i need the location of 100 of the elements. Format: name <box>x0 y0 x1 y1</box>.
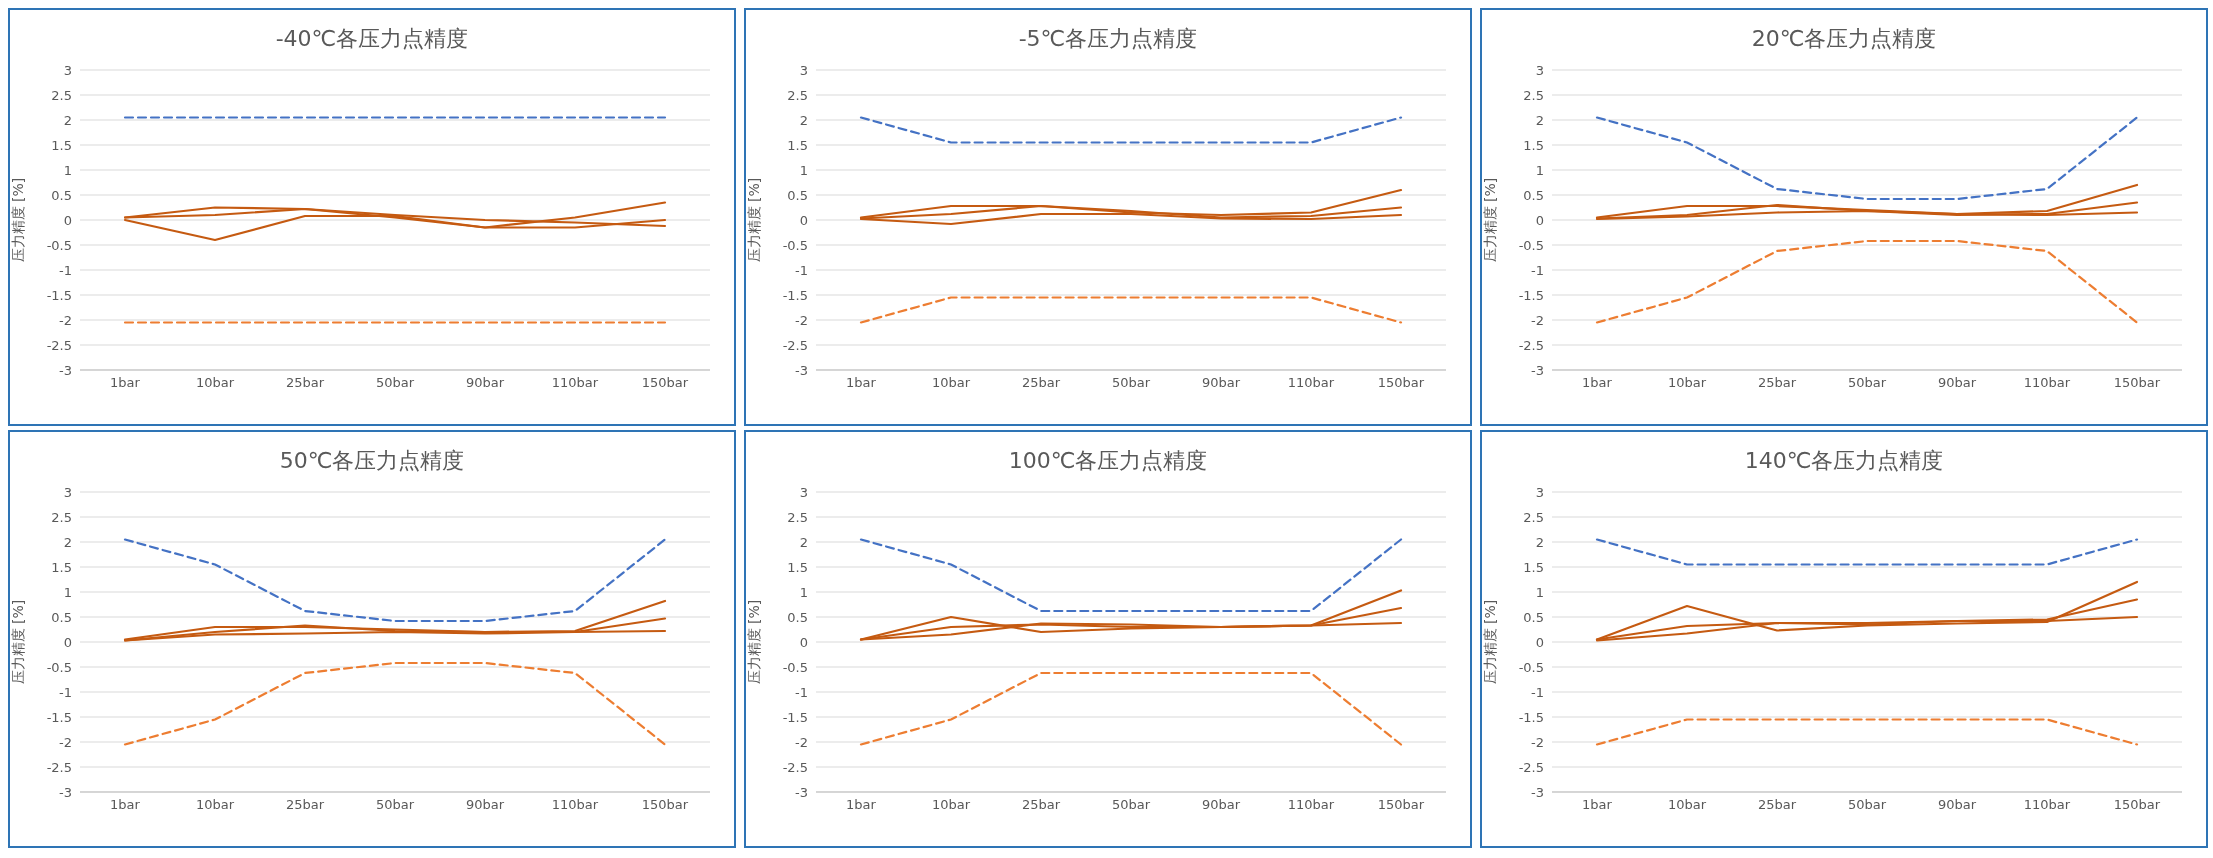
x-tick-label: 110bar <box>1287 797 1335 813</box>
chart-title: -40℃各压力点精度 <box>274 25 470 53</box>
x-tick-label: 25bar <box>285 797 325 813</box>
chart-title: 140℃各压力点精度 <box>1743 447 1945 475</box>
y-tick-label: 0.5 <box>787 609 808 625</box>
x-tick-label: 150bar <box>1377 797 1425 813</box>
y-tick-label: 2 <box>1535 112 1544 128</box>
x-tick-label: 10bar <box>931 375 971 391</box>
y-tick-label: 3 <box>799 62 808 78</box>
y-tick-label: -0.5 <box>46 237 72 253</box>
y-tick-label: -3 <box>59 362 72 378</box>
y-tick-label: -2 <box>795 734 808 750</box>
y-tick-label: -2.5 <box>46 337 72 353</box>
y-tick-label: -3 <box>795 362 808 378</box>
y-tick-label: -3 <box>795 784 808 800</box>
y-tick-label: 0.5 <box>787 187 808 203</box>
x-tick-label: 25bar <box>285 375 325 391</box>
y-tick-label: 2 <box>799 534 808 550</box>
y-tick-label: 0 <box>799 634 808 650</box>
y-tick-label: 3 <box>63 484 72 500</box>
chart-title: 100℃各压力点精度 <box>1007 447 1209 475</box>
y-axis-title: 压力精度 [%] <box>745 599 762 685</box>
y-tick-label: 0.5 <box>1523 187 1544 203</box>
x-tick-label: 90bar <box>465 797 505 813</box>
y-tick-label: 0 <box>1535 634 1544 650</box>
x-tick-label: 1bar <box>846 375 877 391</box>
x-tick-label: 1bar <box>1582 797 1613 813</box>
y-tick-label: -2 <box>59 734 72 750</box>
x-tick-label: 25bar <box>1757 375 1797 391</box>
x-tick-label: 90bar <box>1201 375 1241 391</box>
y-tick-label: -0.5 <box>1518 659 1544 675</box>
x-tick-label: 25bar <box>1021 375 1061 391</box>
y-tick-label: -2.5 <box>782 337 808 353</box>
y-tick-label: -0.5 <box>46 659 72 675</box>
y-tick-label: 1 <box>63 162 72 178</box>
y-axis-title: 压力精度 [%] <box>1481 177 1498 263</box>
y-tick-label: -1 <box>1531 262 1544 278</box>
y-axis-title: 压力精度 [%] <box>9 599 26 685</box>
y-tick-label: -2 <box>59 312 72 328</box>
x-tick-label: 1bar <box>1582 375 1613 391</box>
y-tick-label: 3 <box>1535 62 1544 78</box>
x-tick-label: 1bar <box>846 797 877 813</box>
y-tick-label: -1 <box>795 262 808 278</box>
y-tick-label: 1.5 <box>51 137 72 153</box>
y-tick-label: -2 <box>1531 312 1544 328</box>
y-tick-label: 1 <box>1535 162 1544 178</box>
y-tick-label: 2.5 <box>787 509 808 525</box>
y-tick-label: 2.5 <box>787 87 808 103</box>
y-tick-label: -1 <box>59 684 72 700</box>
x-tick-label: 110bar <box>2023 797 2071 813</box>
x-tick-label: 10bar <box>1667 797 1707 813</box>
x-tick-label: 90bar <box>1937 375 1977 391</box>
x-tick-label: 10bar <box>195 797 235 813</box>
y-tick-label: -1.5 <box>782 287 808 303</box>
x-tick-label: 110bar <box>1287 375 1335 391</box>
y-tick-label: -2 <box>795 312 808 328</box>
x-tick-label: 10bar <box>931 797 971 813</box>
y-tick-label: -0.5 <box>1518 237 1544 253</box>
y-tick-label: -3 <box>1531 784 1544 800</box>
x-tick-label: 110bar <box>551 797 599 813</box>
x-tick-label: 50bar <box>1111 375 1151 391</box>
y-tick-label: 1 <box>799 584 808 600</box>
y-tick-label: 1.5 <box>1523 559 1544 575</box>
chart-title: 50℃各压力点精度 <box>278 447 466 475</box>
y-tick-label: 3 <box>1535 484 1544 500</box>
y-tick-label: 2 <box>1535 534 1544 550</box>
x-tick-label: 110bar <box>551 375 599 391</box>
y-axis-title: 压力精度 [%] <box>9 177 26 263</box>
y-axis-title: 压力精度 [%] <box>1481 599 1498 685</box>
x-tick-label: 150bar <box>1377 375 1425 391</box>
y-tick-label: 0 <box>1535 212 1544 228</box>
y-tick-label: -1.5 <box>1518 709 1544 725</box>
y-tick-label: 1.5 <box>787 559 808 575</box>
y-tick-label: 2.5 <box>1523 509 1544 525</box>
y-tick-label: -2.5 <box>46 759 72 775</box>
x-tick-label: 90bar <box>1937 797 1977 813</box>
x-tick-label: 50bar <box>375 375 415 391</box>
x-tick-label: 150bar <box>2113 797 2161 813</box>
y-tick-label: -1.5 <box>46 709 72 725</box>
y-tick-label: -3 <box>59 784 72 800</box>
x-tick-label: 50bar <box>1847 375 1887 391</box>
y-tick-label: 2.5 <box>51 87 72 103</box>
x-tick-label: 150bar <box>2113 375 2161 391</box>
y-tick-label: -2.5 <box>1518 337 1544 353</box>
y-tick-label: 1 <box>799 162 808 178</box>
y-tick-label: 3 <box>799 484 808 500</box>
x-tick-label: 25bar <box>1757 797 1797 813</box>
y-tick-label: 0 <box>799 212 808 228</box>
y-tick-label: -1 <box>795 684 808 700</box>
x-tick-label: 50bar <box>375 797 415 813</box>
y-tick-label: -2.5 <box>1518 759 1544 775</box>
y-tick-label: -1.5 <box>782 709 808 725</box>
y-tick-label: -0.5 <box>782 237 808 253</box>
x-tick-label: 90bar <box>1201 797 1241 813</box>
y-tick-label: 2 <box>63 112 72 128</box>
x-tick-label: 50bar <box>1847 797 1887 813</box>
y-tick-label: -1.5 <box>1518 287 1544 303</box>
y-tick-label: 1.5 <box>1523 137 1544 153</box>
x-tick-label: 110bar <box>2023 375 2071 391</box>
y-axis-title: 压力精度 [%] <box>745 177 762 263</box>
